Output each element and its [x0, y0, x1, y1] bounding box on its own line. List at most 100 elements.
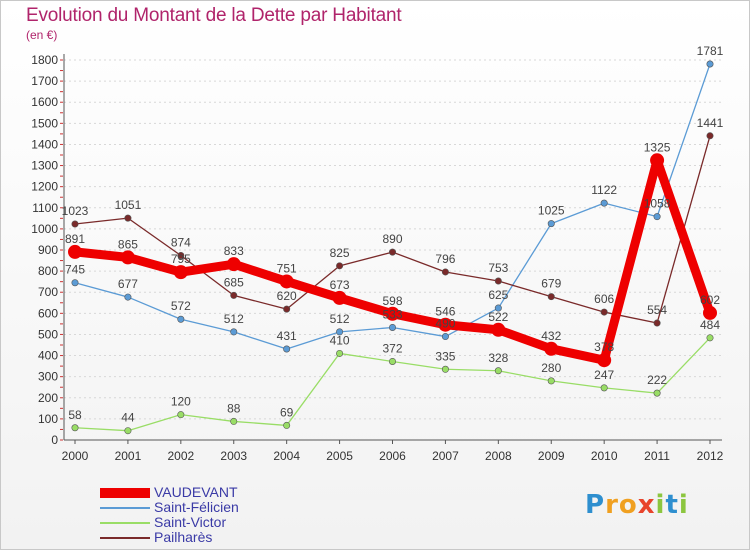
- data-label: 378: [594, 340, 614, 354]
- logo-letter: i: [678, 490, 689, 520]
- data-point: [388, 323, 396, 331]
- y-tick-label: 1500: [31, 116, 58, 130]
- data-label: 620: [277, 289, 297, 303]
- y-tick-label: 800: [38, 264, 58, 278]
- data-point: [120, 250, 135, 265]
- legend-swatch: [100, 488, 150, 498]
- data-label: 490: [435, 317, 455, 331]
- data-label: 44: [121, 411, 135, 425]
- data-label: 522: [488, 310, 508, 324]
- legend-swatch: [100, 522, 150, 524]
- y-tick-label: 1300: [31, 159, 58, 173]
- logo-letter: o: [618, 490, 638, 520]
- y-tick-label: 1700: [31, 74, 58, 88]
- data-point: [494, 367, 502, 375]
- data-label: 1781: [697, 44, 724, 58]
- data-label: 432: [541, 329, 561, 343]
- data-point: [336, 349, 344, 357]
- data-point: [336, 328, 344, 336]
- y-tick-label: 100: [38, 412, 58, 426]
- data-label: 606: [594, 292, 614, 306]
- legend-label: Saint-Victor: [154, 514, 227, 530]
- data-label: 512: [224, 312, 244, 326]
- data-point: [544, 341, 559, 356]
- data-point: [71, 424, 79, 432]
- y-tick-label: 0: [51, 433, 58, 447]
- data-point: [650, 153, 665, 168]
- unit-label: (en €): [26, 28, 58, 42]
- data-point: [71, 279, 79, 287]
- legend-label: Saint-Félicien: [154, 499, 239, 515]
- data-point: [283, 421, 291, 429]
- data-label: 825: [330, 246, 350, 260]
- data-point: [600, 384, 608, 392]
- data-point: [706, 334, 714, 342]
- data-label: 335: [435, 349, 455, 363]
- data-point: [547, 293, 555, 301]
- data-label: 372: [382, 341, 402, 355]
- y-tick-label: 1100: [32, 201, 58, 215]
- data-label: 280: [541, 361, 561, 375]
- data-point: [706, 132, 714, 140]
- data-label: 512: [330, 312, 350, 326]
- data-label: 69: [280, 405, 294, 419]
- data-label: 88: [227, 401, 241, 415]
- x-tick-label: 2004: [273, 449, 300, 463]
- x-tick-label: 2012: [697, 449, 724, 463]
- legend-swatch: [100, 537, 150, 539]
- data-label: 753: [488, 261, 508, 275]
- data-label: 554: [647, 303, 667, 317]
- x-tick-label: 2003: [220, 449, 247, 463]
- data-point: [438, 317, 453, 332]
- data-point: [441, 333, 449, 341]
- data-point: [653, 319, 661, 327]
- data-point: [124, 214, 132, 222]
- y-tick-label: 400: [38, 349, 58, 363]
- proxiti-logo: Proxiti: [585, 490, 689, 520]
- data-label: 874: [171, 235, 191, 249]
- data-label: 865: [118, 237, 138, 251]
- data-label: 247: [594, 368, 614, 382]
- data-label: 1325: [644, 140, 671, 154]
- data-point: [173, 265, 188, 280]
- data-label: 328: [488, 351, 508, 365]
- x-tick-label: 2011: [644, 449, 670, 463]
- y-tick-label: 600: [38, 306, 58, 320]
- y-tick-label: 1600: [31, 95, 58, 109]
- data-point: [441, 365, 449, 373]
- data-label: 679: [541, 277, 561, 291]
- data-label: 796: [435, 252, 455, 266]
- data-point: [600, 308, 608, 316]
- data-point: [494, 304, 502, 312]
- data-label: 625: [488, 288, 508, 302]
- data-label: 1441: [697, 116, 724, 130]
- data-point: [177, 315, 185, 323]
- data-point: [283, 305, 291, 313]
- data-label: 546: [435, 305, 455, 319]
- data-point: [706, 60, 714, 68]
- data-label: 602: [700, 293, 720, 307]
- logo-letter: r: [605, 490, 619, 520]
- data-point: [653, 213, 661, 221]
- data-label: 410: [330, 333, 350, 347]
- y-tick-label: 200: [38, 391, 58, 405]
- legend-label: Pailharès: [154, 529, 213, 545]
- logo-letter: t: [665, 490, 679, 520]
- x-tick-label: 2007: [432, 449, 459, 463]
- data-point: [441, 268, 449, 276]
- data-point: [124, 427, 132, 435]
- data-label: 1025: [538, 204, 565, 218]
- data-point: [547, 377, 555, 385]
- data-label: 685: [224, 275, 244, 289]
- data-point: [68, 244, 82, 259]
- logo-letter: i: [655, 490, 666, 520]
- x-tick-label: 2002: [167, 449, 194, 463]
- y-tick-label: 1000: [31, 222, 58, 236]
- y-tick-label: 300: [38, 370, 58, 384]
- x-tick-label: 2006: [379, 449, 406, 463]
- y-tick-label: 1400: [31, 137, 58, 151]
- data-label: 890: [382, 232, 402, 246]
- data-label: 222: [647, 373, 667, 387]
- y-tick-label: 1800: [31, 53, 58, 67]
- data-point: [177, 411, 185, 419]
